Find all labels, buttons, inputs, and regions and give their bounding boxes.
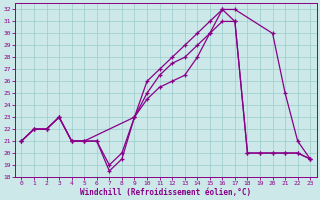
X-axis label: Windchill (Refroidissement éolien,°C): Windchill (Refroidissement éolien,°C) [80,188,252,197]
